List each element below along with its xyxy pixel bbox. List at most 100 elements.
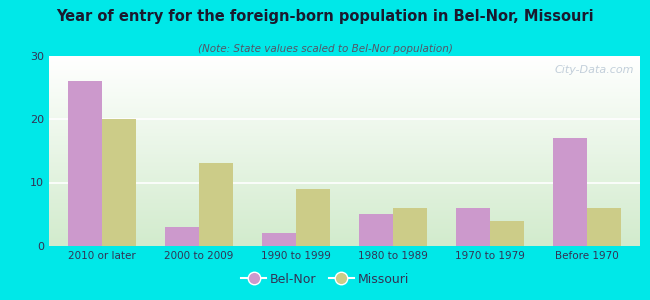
Bar bbox=[490, 220, 524, 246]
Bar bbox=[49, 240, 640, 241]
Bar bbox=[359, 214, 393, 246]
Bar bbox=[49, 151, 640, 152]
Bar bbox=[49, 167, 640, 168]
Bar bbox=[49, 57, 640, 59]
Bar bbox=[49, 64, 640, 65]
Bar bbox=[49, 81, 640, 82]
Bar bbox=[49, 82, 640, 83]
Bar bbox=[49, 214, 640, 215]
Bar bbox=[49, 228, 640, 229]
Bar bbox=[49, 100, 640, 101]
Bar bbox=[49, 176, 640, 177]
Bar bbox=[49, 168, 640, 169]
Bar bbox=[49, 62, 640, 63]
Bar bbox=[49, 117, 640, 119]
Bar bbox=[49, 125, 640, 126]
Bar bbox=[49, 241, 640, 242]
Bar bbox=[49, 197, 640, 198]
Bar bbox=[49, 186, 640, 187]
Bar bbox=[49, 245, 640, 246]
Bar bbox=[456, 208, 490, 246]
Bar bbox=[49, 126, 640, 127]
Bar bbox=[49, 108, 640, 109]
Bar bbox=[49, 171, 640, 172]
Bar bbox=[49, 118, 640, 119]
Bar bbox=[49, 195, 640, 196]
Bar bbox=[49, 78, 640, 79]
Bar bbox=[49, 207, 640, 208]
Bar bbox=[49, 56, 640, 57]
Bar bbox=[49, 188, 640, 189]
Bar bbox=[49, 98, 640, 99]
Bar bbox=[49, 208, 640, 209]
Bar bbox=[49, 231, 640, 232]
Bar bbox=[49, 206, 640, 207]
Bar bbox=[49, 229, 640, 230]
Bar bbox=[49, 144, 640, 145]
Bar bbox=[49, 203, 640, 204]
Bar bbox=[49, 202, 640, 203]
Bar bbox=[49, 107, 640, 108]
Bar bbox=[49, 114, 640, 115]
Bar bbox=[49, 138, 640, 139]
Bar bbox=[49, 120, 640, 121]
Bar bbox=[49, 121, 640, 122]
Bar bbox=[49, 132, 640, 133]
Bar bbox=[49, 137, 640, 138]
Bar bbox=[49, 161, 640, 162]
Bar bbox=[49, 106, 640, 107]
Bar bbox=[49, 223, 640, 224]
Bar bbox=[49, 192, 640, 193]
Bar bbox=[165, 227, 199, 246]
Bar bbox=[49, 169, 640, 170]
Bar bbox=[49, 155, 640, 157]
Bar bbox=[49, 115, 640, 116]
Bar bbox=[49, 101, 640, 102]
Bar bbox=[49, 111, 640, 112]
Bar bbox=[49, 102, 640, 103]
Bar bbox=[393, 208, 427, 246]
Bar bbox=[49, 83, 640, 84]
Bar bbox=[49, 158, 640, 159]
Bar bbox=[49, 190, 640, 191]
Bar bbox=[49, 94, 640, 95]
Bar bbox=[49, 234, 640, 235]
Bar bbox=[49, 72, 640, 73]
Bar bbox=[49, 142, 640, 143]
Text: (Note: State values scaled to Bel-Nor population): (Note: State values scaled to Bel-Nor po… bbox=[198, 44, 452, 53]
Bar bbox=[49, 179, 640, 180]
Bar bbox=[49, 88, 640, 89]
Bar bbox=[49, 217, 640, 218]
Bar bbox=[49, 199, 640, 200]
Bar bbox=[49, 128, 640, 129]
Bar bbox=[49, 183, 640, 184]
Bar bbox=[49, 140, 640, 141]
Bar bbox=[199, 164, 233, 246]
Bar bbox=[49, 152, 640, 153]
Bar bbox=[49, 242, 640, 243]
Bar bbox=[49, 136, 640, 137]
Bar bbox=[49, 143, 640, 144]
Bar bbox=[49, 89, 640, 90]
Bar bbox=[49, 70, 640, 71]
Text: City-Data.com: City-Data.com bbox=[555, 65, 634, 75]
Bar bbox=[49, 221, 640, 222]
Bar bbox=[49, 129, 640, 130]
Bar bbox=[49, 193, 640, 194]
Bar bbox=[49, 131, 640, 132]
Bar bbox=[49, 97, 640, 98]
Bar bbox=[49, 211, 640, 212]
Bar bbox=[553, 138, 587, 246]
Bar bbox=[49, 130, 640, 131]
Text: Year of entry for the foreign-born population in Bel-Nor, Missouri: Year of entry for the foreign-born popul… bbox=[56, 9, 594, 24]
Bar bbox=[49, 160, 640, 161]
Legend: Bel-Nor, Missouri: Bel-Nor, Missouri bbox=[236, 268, 414, 291]
Bar bbox=[49, 124, 640, 125]
Bar bbox=[49, 239, 640, 240]
Bar bbox=[49, 99, 640, 100]
Bar bbox=[49, 145, 640, 146]
Bar bbox=[49, 149, 640, 150]
Bar bbox=[49, 201, 640, 202]
Bar bbox=[49, 66, 640, 67]
Bar bbox=[49, 134, 640, 135]
